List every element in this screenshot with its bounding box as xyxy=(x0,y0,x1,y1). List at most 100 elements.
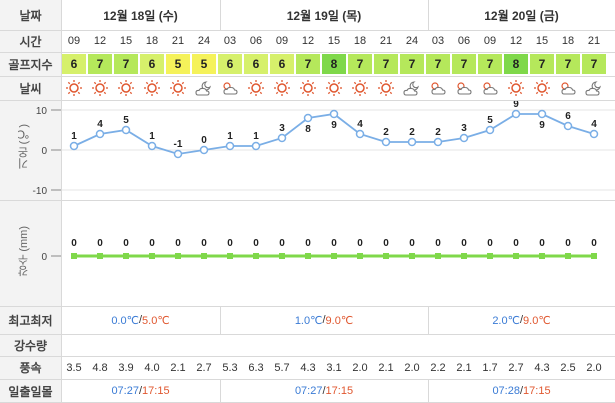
precipitation-value-label: 0 xyxy=(97,238,103,249)
wind-speed-cell: 4.3 xyxy=(300,361,316,374)
wind-speed-cell: 2.2 xyxy=(430,361,446,374)
hour-label: 18 xyxy=(353,35,367,47)
hour-label: 21 xyxy=(379,35,393,47)
y-tick-label: 0 xyxy=(41,252,47,263)
golf-index-cell: 7 xyxy=(451,53,477,75)
sun-icon xyxy=(61,76,87,100)
hour-label: 15 xyxy=(327,35,341,47)
divider xyxy=(0,200,615,201)
wind-speed-cell: 2.0 xyxy=(404,361,420,374)
hour-label: 18 xyxy=(561,35,575,47)
divider xyxy=(220,379,221,403)
sun-icon xyxy=(269,76,295,100)
temperature-point xyxy=(251,141,261,151)
precipitation-point xyxy=(435,253,441,259)
sun-icon xyxy=(87,76,113,100)
golf-index-cell: 6 xyxy=(269,53,295,75)
temperature-point xyxy=(459,133,469,143)
sun-day3: 07:28/17:15 xyxy=(428,379,615,403)
temperature-point xyxy=(485,125,495,135)
sun-icon xyxy=(295,76,321,100)
wind-speed-cell: 3.5 xyxy=(66,361,82,374)
precipitation-value-label: 0 xyxy=(409,238,415,249)
temperature-value-label: 1 xyxy=(227,131,233,142)
precipitation-point xyxy=(175,253,181,259)
golf-index-cell: 7 xyxy=(373,53,399,75)
precipitation-value-label: 0 xyxy=(149,238,155,249)
y-tick-label: 0 xyxy=(41,146,47,157)
divider xyxy=(428,0,429,30)
golf-index-cell: 7 xyxy=(425,53,451,75)
sun-icon xyxy=(165,76,191,100)
hour-label: 15 xyxy=(119,35,133,47)
golf-index-cell: 7 xyxy=(87,53,113,75)
divider xyxy=(0,306,615,307)
day-header: 12월 20일 (금) xyxy=(484,8,559,23)
wind-speed-cell: 2.1 xyxy=(456,361,472,374)
golf-index-cell: 5 xyxy=(165,53,191,75)
temperature-value-label: 1 xyxy=(71,131,77,142)
precipitation-point xyxy=(123,253,129,259)
hour-label: 03 xyxy=(431,35,445,47)
golf-index-cell: 7 xyxy=(295,53,321,75)
temperature-point xyxy=(563,121,573,131)
sun-icon xyxy=(139,76,165,100)
precipitation-value-label: 0 xyxy=(253,238,259,249)
temperature-value-label: 1 xyxy=(149,131,155,142)
precipitation-point xyxy=(513,253,519,259)
precipitation-value-label: 0 xyxy=(305,238,311,249)
sun-icon xyxy=(321,76,347,100)
sun-icon xyxy=(503,76,529,100)
divider xyxy=(0,30,615,31)
wind-speed-cell: 2.5 xyxy=(560,361,576,374)
golf-index-cell: 6 xyxy=(217,53,243,75)
label-golf-index: 골프지수 xyxy=(0,52,61,76)
precipitation-value-label: 0 xyxy=(591,238,597,249)
golf-index-cell: 7 xyxy=(555,53,581,75)
golf-index-cell: 8 xyxy=(503,53,529,75)
temperature-point xyxy=(433,137,443,147)
precipitation-point xyxy=(253,253,259,259)
label-date: 날짜 xyxy=(0,0,61,30)
temperature-point xyxy=(537,109,547,119)
y-tick-label: -10 xyxy=(33,186,48,197)
temperature-point xyxy=(95,129,105,139)
temperature-value-label: 6 xyxy=(565,111,571,122)
precipitation-point xyxy=(227,253,233,259)
temperature-axis-title: 기온 (℃) xyxy=(18,124,30,170)
sun-separator: / xyxy=(138,385,143,397)
golf-index-cell: 5 xyxy=(191,53,217,75)
precip-axis-title: 강수 (mm) xyxy=(18,226,30,277)
sun-icon xyxy=(347,76,373,100)
precipitation-point xyxy=(487,253,493,259)
label-minmax: 최고최저 xyxy=(0,306,61,334)
temperature-point xyxy=(303,113,313,123)
temperature-point xyxy=(173,149,183,159)
precipitation-point xyxy=(97,253,103,259)
sun-separator: / xyxy=(519,385,524,397)
hour-label: 12 xyxy=(301,35,315,47)
wind-speed-cell: 2.7 xyxy=(508,361,524,374)
min-temp: 1.0℃ xyxy=(294,314,323,327)
temperature-point xyxy=(121,125,131,135)
temperature-value-label: -1 xyxy=(174,139,183,150)
partly-cloudy-icon xyxy=(425,76,451,100)
label-wind-speed: 풍속 xyxy=(0,356,61,379)
temperature-value-label: 0 xyxy=(201,135,207,146)
temperature-point xyxy=(589,129,599,139)
sunset-time: 17:15 xyxy=(325,385,354,397)
hour-label: 21 xyxy=(171,35,185,47)
wind-speed-cell: 3.9 xyxy=(118,361,134,374)
precipitation-value-label: 0 xyxy=(539,238,545,249)
hour-label: 24 xyxy=(405,35,419,47)
precipitation-value-label: 0 xyxy=(487,238,493,249)
temperature-point xyxy=(381,137,391,147)
temperature-value-label: 5 xyxy=(487,115,493,126)
hour-label: 12 xyxy=(93,35,107,47)
temperature-value-label: 9 xyxy=(331,120,337,131)
golf-index-cell: 7 xyxy=(347,53,373,75)
partly-cloudy-icon xyxy=(451,76,477,100)
precipitation-point xyxy=(461,253,467,259)
golf-index-cell: 7 xyxy=(399,53,425,75)
